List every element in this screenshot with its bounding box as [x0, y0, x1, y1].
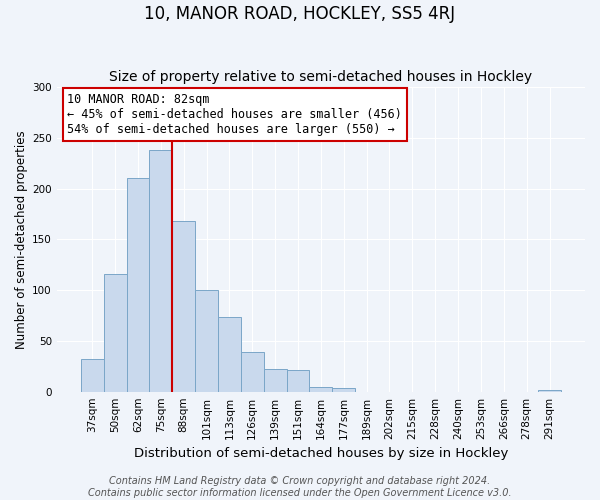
Bar: [172, 221, 195, 392]
Bar: [127, 178, 149, 392]
Title: Size of property relative to semi-detached houses in Hockley: Size of property relative to semi-detach…: [109, 70, 532, 85]
Bar: [287, 370, 310, 392]
Bar: [149, 150, 172, 392]
Bar: [81, 359, 104, 392]
Bar: [310, 386, 332, 392]
Bar: [241, 352, 264, 392]
Text: Contains HM Land Registry data © Crown copyright and database right 2024.
Contai: Contains HM Land Registry data © Crown c…: [88, 476, 512, 498]
Bar: [218, 316, 241, 392]
Bar: [264, 370, 287, 392]
Text: 10 MANOR ROAD: 82sqm
← 45% of semi-detached houses are smaller (456)
54% of semi: 10 MANOR ROAD: 82sqm ← 45% of semi-detac…: [67, 93, 402, 136]
Bar: [195, 290, 218, 392]
Bar: [104, 274, 127, 392]
Y-axis label: Number of semi-detached properties: Number of semi-detached properties: [15, 130, 28, 348]
X-axis label: Distribution of semi-detached houses by size in Hockley: Distribution of semi-detached houses by …: [134, 447, 508, 460]
Bar: [538, 390, 561, 392]
Text: 10, MANOR ROAD, HOCKLEY, SS5 4RJ: 10, MANOR ROAD, HOCKLEY, SS5 4RJ: [145, 5, 455, 23]
Bar: [332, 388, 355, 392]
